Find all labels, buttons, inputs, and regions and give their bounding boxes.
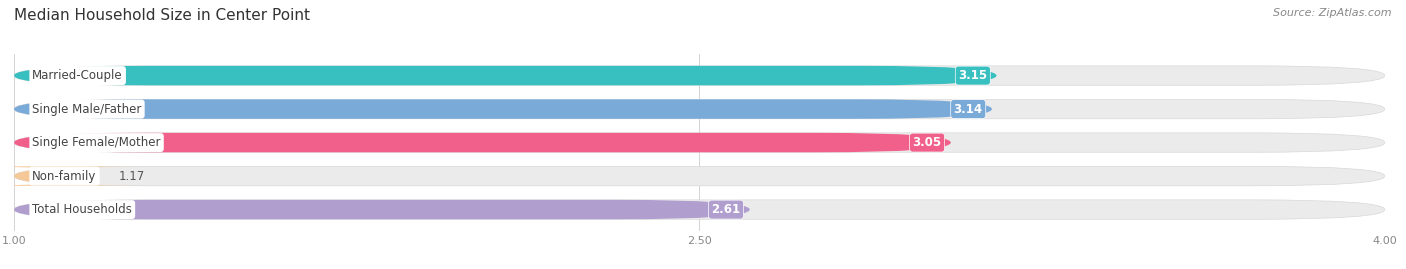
Text: Source: ZipAtlas.com: Source: ZipAtlas.com: [1274, 8, 1392, 18]
FancyBboxPatch shape: [14, 99, 1385, 119]
Text: Median Household Size in Center Point: Median Household Size in Center Point: [14, 8, 311, 23]
Text: 3.05: 3.05: [912, 136, 942, 149]
FancyBboxPatch shape: [14, 99, 993, 119]
FancyBboxPatch shape: [14, 133, 950, 152]
Text: Non-family: Non-family: [32, 169, 97, 183]
FancyBboxPatch shape: [14, 66, 1385, 85]
FancyBboxPatch shape: [0, 166, 146, 186]
Text: 1.17: 1.17: [120, 169, 145, 183]
FancyBboxPatch shape: [14, 133, 1385, 152]
FancyBboxPatch shape: [14, 66, 997, 85]
Text: 2.61: 2.61: [711, 203, 741, 216]
Text: 3.15: 3.15: [959, 69, 987, 82]
Text: Married-Couple: Married-Couple: [32, 69, 122, 82]
Text: Single Female/Mother: Single Female/Mother: [32, 136, 160, 149]
FancyBboxPatch shape: [14, 200, 749, 219]
Text: Total Households: Total Households: [32, 203, 132, 216]
FancyBboxPatch shape: [14, 200, 1385, 219]
Text: 3.14: 3.14: [953, 102, 983, 116]
FancyBboxPatch shape: [14, 166, 1385, 186]
Text: Single Male/Father: Single Male/Father: [32, 102, 142, 116]
